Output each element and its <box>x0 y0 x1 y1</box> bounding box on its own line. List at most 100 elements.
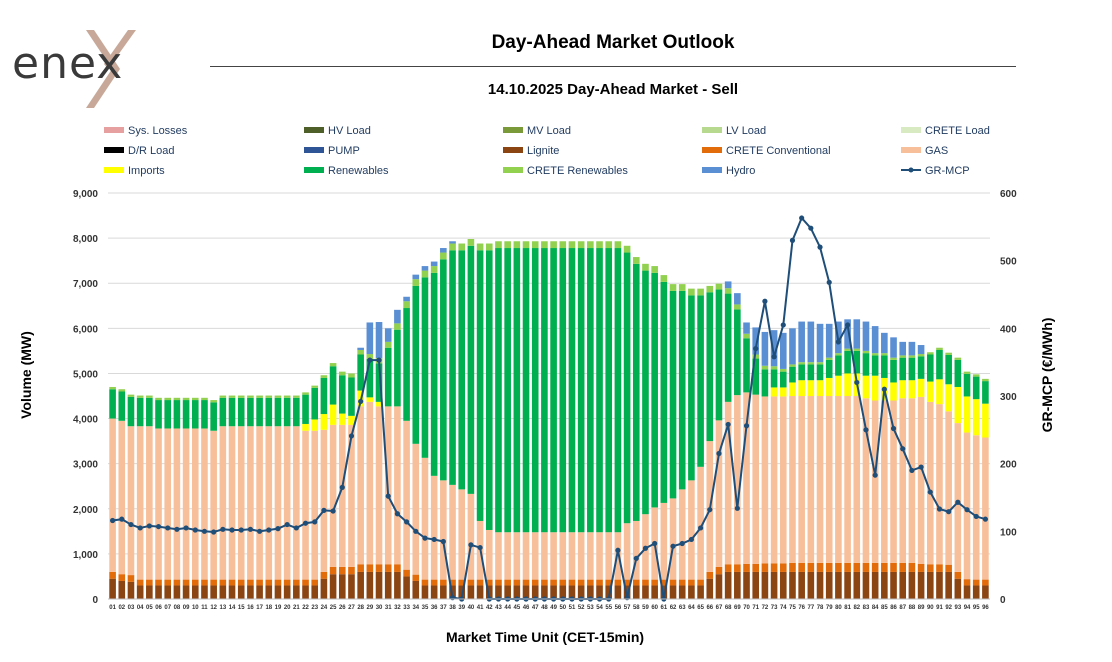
bar-crete-renewables-35 <box>421 270 429 278</box>
bar-renewables-72 <box>761 369 769 397</box>
bar-imports-86 <box>890 382 897 401</box>
bar-crete-conventional-33 <box>403 569 410 577</box>
bar-gas-49 <box>550 532 557 580</box>
bar-crete-conventional-85 <box>881 562 888 572</box>
bar-lignite-56 <box>614 585 622 599</box>
x-axis-title: Market Time Unit (CET-15min) <box>446 629 644 645</box>
mcp-point-95 <box>973 513 979 520</box>
bar-gas-36 <box>430 475 438 580</box>
bar-crete-renewables-08 <box>173 397 181 401</box>
mcp-point-04 <box>137 525 143 531</box>
bar-renewables-03 <box>127 396 135 427</box>
bar-imports-91 <box>936 379 943 405</box>
mcp-point-15 <box>238 527 244 533</box>
x-tick-label: 12 <box>210 605 217 611</box>
bar-renewables-67 <box>715 289 723 421</box>
x-tick-label: 95 <box>973 605 980 611</box>
x-tick-label: 36 <box>431 605 438 611</box>
bar-hydro-68 <box>724 281 732 289</box>
x-tick-label: 39 <box>458 605 465 611</box>
x-tick-label: 13 <box>220 605 227 611</box>
bar-renewables-65 <box>697 295 704 467</box>
bar-gas-34 <box>412 443 420 575</box>
bar-lignite-02 <box>118 580 126 599</box>
bar-hydro-71 <box>752 327 760 355</box>
x-tick-label: 08 <box>174 605 181 611</box>
bar-renewables-86 <box>890 359 897 383</box>
bar-crete-conventional-68 <box>724 564 732 572</box>
legend-label: CRETE Conventional <box>726 145 831 157</box>
y2-tick-label: 100 <box>1000 527 1017 538</box>
mcp-point-14 <box>229 527 235 533</box>
bar-gas-86 <box>890 400 897 563</box>
bar-renewables-85 <box>881 355 888 378</box>
bar-lignite-60 <box>651 585 658 599</box>
x-tick-label: 96 <box>982 605 989 611</box>
bar-gas-05 <box>146 426 153 580</box>
bar-lignite-49 <box>550 585 557 599</box>
y-tick-label: 3,000 <box>73 460 98 471</box>
bar-crete-conventional-61 <box>660 579 668 586</box>
bar-lignite-13 <box>219 585 227 599</box>
bar-gas-13 <box>219 426 227 580</box>
mcp-point-23 <box>312 519 318 525</box>
bar-hydro-82 <box>853 319 861 349</box>
bar-crete-conventional-09 <box>182 579 190 586</box>
bar-gas-08 <box>173 428 181 580</box>
legend-label: CRETE Renewables <box>527 165 628 177</box>
x-tick-label: 60 <box>651 605 658 611</box>
x-tick-label: 76 <box>798 605 805 611</box>
bar-crete-renewables-77 <box>807 362 815 365</box>
bar-renewables-20 <box>283 397 291 427</box>
bar-gas-57 <box>623 523 631 580</box>
bar-renewables-05 <box>146 397 153 427</box>
y-tick-label: 8,000 <box>73 234 98 245</box>
bar-crete-renewables-49 <box>550 241 557 249</box>
x-tick-label: 56 <box>615 605 622 611</box>
bar-crete-conventional-39 <box>458 579 466 586</box>
y-tick-label: 7,000 <box>73 279 98 290</box>
bar-crete-conventional-94 <box>963 579 971 586</box>
bar-imports-78 <box>816 380 824 396</box>
legend-swatch <box>702 167 722 173</box>
bar-crete-renewables-13 <box>219 395 227 398</box>
x-tick-label: 15 <box>238 605 245 611</box>
bar-gas-80 <box>835 396 842 563</box>
bar-crete-renewables-68 <box>724 288 732 294</box>
bar-lignite-22 <box>302 585 309 599</box>
bar-gas-62 <box>669 498 677 580</box>
mcp-point-31 <box>385 493 391 499</box>
bar-crete-renewables-22 <box>302 392 309 395</box>
bar-renewables-34 <box>412 285 420 444</box>
bar-lignite-32 <box>394 571 401 599</box>
bar-imports-83 <box>862 375 870 399</box>
bar-renewables-07 <box>164 400 172 429</box>
bar-crete-renewables-90 <box>926 352 934 355</box>
bar-crete-conventional-03 <box>127 575 135 582</box>
legend-item-imports: Imports <box>104 165 165 177</box>
bar-gas-47 <box>531 532 539 580</box>
bar-hydro-37 <box>440 248 447 253</box>
bar-crete-renewables-83 <box>862 350 870 354</box>
y2-tick-label: 300 <box>1000 392 1017 403</box>
bar-gas-81 <box>844 396 851 563</box>
bar-lignite-33 <box>403 576 410 599</box>
bar-renewables-89 <box>917 356 925 379</box>
bar-gas-14 <box>228 426 236 580</box>
bar-gas-72 <box>761 396 769 564</box>
bar-crete-conventional-48 <box>541 579 548 586</box>
bar-renewables-40 <box>467 245 475 494</box>
bar-crete-conventional-19 <box>274 579 282 586</box>
bar-renewables-06 <box>155 400 162 429</box>
x-tick-label: 66 <box>706 605 713 611</box>
bar-crete-conventional-28 <box>357 564 364 572</box>
bar-crete-renewables-32 <box>394 323 401 330</box>
bar-renewables-24 <box>320 377 328 415</box>
bar-gas-58 <box>632 520 640 580</box>
bar-gas-52 <box>577 532 585 580</box>
bar-crete-conventional-62 <box>669 579 677 586</box>
mcp-point-08 <box>174 526 180 532</box>
x-tick-label: 72 <box>762 605 769 611</box>
bar-renewables-38 <box>449 250 456 485</box>
legend-swatch <box>104 167 124 173</box>
